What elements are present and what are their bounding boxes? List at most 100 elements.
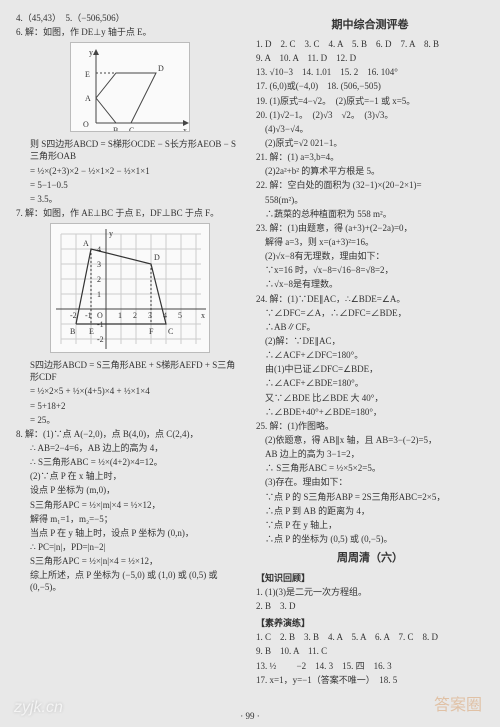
- knowledge-review: 【知识回顾】: [256, 571, 484, 584]
- svg-text:A: A: [83, 239, 89, 248]
- svg-text:x: x: [201, 311, 205, 320]
- q8-d: (2)∵点 P 在 x 轴上时，: [16, 470, 244, 482]
- mc-9-12: 9. A 10. A 11. D 12. D: [256, 52, 484, 64]
- q24d: (2)解：∵DE∥AC，: [256, 335, 484, 347]
- q24e: ∴∠ACF+∠DFC=180°。: [256, 349, 484, 361]
- q8-k: 综上所述，点 P 坐标为 (−5,0) 或 (1,0) 或 (0,5) 或 (0…: [16, 569, 244, 593]
- q8-g: 解得 m₁=1，m₂=−5；: [16, 513, 244, 525]
- answer-45: 4.（45,43） 5.（−506,506）: [16, 12, 244, 24]
- axis-origin: O: [83, 120, 89, 129]
- q6-step2: = ½×(2+3)×2 − ½×1×2 − ½×1×1: [16, 165, 244, 177]
- q7-step3: = 5+18+2: [16, 400, 244, 412]
- q24b: ∵∠DFC=∠A，∴∠DFC=∠BDE，: [256, 307, 484, 319]
- pr-1: 1. C 2. B 3. B 4. A 5. A 6. A 7. C 8. D: [256, 631, 484, 643]
- q24f: 由(1)中已证∠DFC=∠BDE，: [256, 363, 484, 375]
- q8-a: 8. 解：(1)∵点 A(−2,0)，点 B(4,0)，点 C(2,4)，: [16, 428, 244, 440]
- svg-text:2: 2: [97, 275, 101, 284]
- q7-step1: S四边形ABCD = S三角形ABE + S梯形AEFD + S三角形CDF: [16, 359, 244, 383]
- q25e: (3)存在。理由如下：: [256, 476, 484, 488]
- q6-stem: 6. 解：如图，作 DE⊥y 轴于点 E。: [16, 26, 244, 38]
- q20c: (2)原式=√2 021−1。: [256, 137, 484, 149]
- q23a: 23. 解：(1)由题意，得 (a+3)+(2−2a)=0，: [256, 222, 484, 234]
- q7-stem: 7. 解：如图，作 AE⊥BC 于点 E，DF⊥BC 于点 F。: [16, 207, 244, 219]
- q23d: ∵x=16 时，√x−8=√16−8=√8=2，: [256, 264, 484, 276]
- q8-h: 当点 P 在 y 轴上时，设点 P 坐标为 (0,n)，: [16, 527, 244, 539]
- left-column: 4.（45,43） 5.（−506,506） 6. 解：如图，作 DE⊥y 轴于…: [16, 12, 244, 688]
- q6-step4: = 3.5。: [16, 193, 244, 205]
- svg-text:B: B: [70, 327, 75, 336]
- q23b: 解得 a=3，则 x=(a+3)²=16。: [256, 236, 484, 248]
- svg-text:F: F: [149, 327, 154, 336]
- q22a: 22. 解：空白处的面积为 (32−1)×(20−2×1)=: [256, 179, 484, 191]
- practice: 【素养演练】: [256, 616, 484, 629]
- q8-e: 设点 P 坐标为 (m,0)，: [16, 484, 244, 496]
- q8-j: S三角形APC = ½×|n|×4 = ½×12，: [16, 555, 244, 567]
- q23c: (2)√x−8有无理数，理由如下：: [256, 250, 484, 262]
- fill-13-16: 13. √10−3 14. 1.01 15. 2 16. 104°: [256, 66, 484, 78]
- q21b: (2)2a²+b² 的算术平方根是 5。: [256, 165, 484, 177]
- q24c: ∴AB∥CF。: [256, 321, 484, 333]
- pr-2: 9. B 10. A 11. C: [256, 645, 484, 657]
- svg-text:5: 5: [178, 311, 182, 320]
- svg-text:4: 4: [97, 245, 101, 254]
- svg-text:C: C: [168, 327, 173, 336]
- svg-text:1: 1: [97, 290, 101, 299]
- q25i: ∴点 P 的坐标为 (0,5) 或 (0,−5)。: [256, 533, 484, 545]
- svg-text:-2: -2: [97, 335, 104, 344]
- q20a: 20. (1)√2−1。 (2)√3 √2。 (3)√3。: [256, 109, 484, 121]
- q6-step1: 则 S四边形ABCD = S梯形OCDE − S长方形AEOB − S三角形OA…: [16, 138, 244, 162]
- label-a: A: [85, 94, 91, 103]
- q25f: ∵点 P 的 S三角形ABP = 2S三角形ABC=2×5，: [256, 491, 484, 503]
- q25g: ∴点 P 到 AB 的距离为 4，: [256, 505, 484, 517]
- q24i: ∴∠BDE+40°+∠BDE=180°，: [256, 406, 484, 418]
- q25b: (2)依题意，得 AB∥x 轴，且 AB=3−(−2)=5，: [256, 434, 484, 446]
- svg-text:2: 2: [133, 311, 137, 320]
- label-e: E: [85, 70, 90, 79]
- figure-1: O x y E A D B C: [70, 42, 190, 132]
- q8-b: ∴ AB=2−4=6，AB 边上的高为 4，: [16, 442, 244, 454]
- q24g: ∴∠ACF+∠BDE=180°。: [256, 377, 484, 389]
- svg-text:E: E: [89, 327, 94, 336]
- q25c: AB 边上的高为 3−1=2，: [256, 448, 484, 460]
- fill-17-18: 17. (6,0)或(−4,0) 18. (506,−505): [256, 80, 484, 92]
- q22c: ∴蔬菜的总种植面积为 558 m²。: [256, 208, 484, 220]
- svg-text:-2: -2: [70, 311, 77, 320]
- q6-step3: = 5−1−0.5: [16, 179, 244, 191]
- q7-step2: = ½×2×5 + ½×(4+5)×4 + ½×1×4: [16, 385, 244, 397]
- watermark-right: 答案圈: [434, 691, 482, 715]
- page-number: · 99 ·: [0, 711, 500, 721]
- midterm-title: 期中综合测评卷: [256, 16, 484, 32]
- kr-2: 2. B 3. D: [256, 600, 484, 612]
- q25d: ∴ S三角形ABC = ½×5×2=5。: [256, 462, 484, 474]
- q25a: 25. 解：(1)作图略。: [256, 420, 484, 432]
- q8-i: ∴ PC=|n|，PD=|n−2|: [16, 541, 244, 553]
- label-d: D: [158, 64, 164, 73]
- svg-text:D: D: [154, 253, 160, 262]
- q23e: ∴√x−8是有理数。: [256, 278, 484, 290]
- q7-step4: = 25。: [16, 414, 244, 426]
- svg-text:3: 3: [97, 260, 101, 269]
- mc-1-8: 1. D 2. C 3. C 4. A 5. B 6. D 7. A 8. B: [256, 38, 484, 50]
- q20b: (4)√3−√4。: [256, 123, 484, 135]
- q22b: 558(m²)。: [256, 194, 484, 206]
- figure-2-grid: yx O 123 45 -1-2 123 4-1-2 AD BE FC: [50, 223, 210, 353]
- axis-y: y: [89, 48, 93, 57]
- page: 4.（45,43） 5.（−506,506） 6. 解：如图，作 DE⊥y 轴于…: [16, 12, 484, 688]
- label-b: B: [113, 126, 118, 132]
- weekly-title: 周周清（六）: [256, 549, 484, 565]
- svg-text:y: y: [109, 229, 113, 238]
- svg-text:1: 1: [118, 311, 122, 320]
- svg-text:O: O: [97, 311, 103, 320]
- right-column: 期中综合测评卷 1. D 2. C 3. C 4. A 5. B 6. D 7.…: [256, 12, 484, 688]
- q19: 19. (1)原式=4−√2。 (2)原式=−1 或 x=5。: [256, 95, 484, 107]
- q21a: 21. 解：(1) a=3,b=4。: [256, 151, 484, 163]
- pr-4: 17. x=1，y=−1（答案不唯一） 18. 5: [256, 674, 484, 686]
- axis-x: x: [183, 126, 187, 132]
- pr-3: 13. ½ −2 14. 3 15. 四 16. 3: [256, 660, 484, 672]
- watermark-left: zyjk.cn: [14, 699, 63, 717]
- q8-f: S三角形APC = ½×|m|×4 = ½×12，: [16, 499, 244, 511]
- label-c: C: [129, 126, 134, 132]
- q24a: 24. 解：(1)∵DE∥AC，∴∠BDE=∠A。: [256, 293, 484, 305]
- q8-c: ∴ S三角形ABC = ½×(4+2)×4=12。: [16, 456, 244, 468]
- q25h: ∵点 P 在 y 轴上，: [256, 519, 484, 531]
